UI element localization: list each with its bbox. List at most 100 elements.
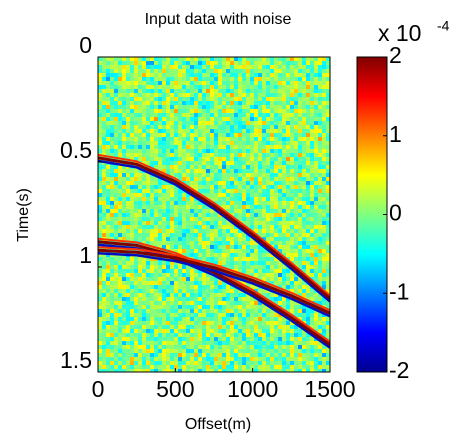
noise-cell: [110, 285, 114, 289]
noise-cell: [134, 265, 138, 269]
noise-cell: [154, 301, 158, 305]
noise-cell: [98, 261, 102, 265]
noise-cell: [182, 77, 186, 81]
noise-cell: [258, 261, 262, 265]
noise-cell: [102, 353, 106, 357]
noise-cell: [314, 365, 318, 369]
noise-cell: [106, 101, 110, 105]
noise-cell: [318, 205, 322, 209]
noise-cell: [238, 245, 242, 249]
noise-cell: [310, 97, 314, 101]
noise-cell: [326, 257, 330, 261]
noise-cell: [210, 97, 214, 101]
noise-cell: [218, 237, 222, 241]
noise-cell: [246, 237, 250, 241]
noise-cell: [98, 369, 102, 372]
noise-cell: [146, 81, 150, 85]
noise-cell: [238, 325, 242, 329]
noise-cell: [114, 57, 118, 61]
noise-cell: [314, 137, 318, 141]
noise-cell: [162, 273, 166, 277]
noise-cell: [298, 237, 302, 241]
noise-cell: [178, 269, 182, 273]
noise-cell: [206, 213, 210, 217]
noise-cell: [314, 89, 318, 93]
noise-cell: [210, 129, 214, 133]
noise-cell: [130, 301, 134, 305]
noise-cell: [142, 157, 146, 161]
noise-cell: [170, 101, 174, 105]
noise-cell: [250, 181, 254, 185]
noise-cell: [134, 93, 138, 97]
noise-cell: [254, 89, 258, 93]
noise-cell: [174, 289, 178, 293]
noise-cell: [314, 169, 318, 173]
noise-cell: [266, 193, 270, 197]
noise-cell: [226, 129, 230, 133]
noise-cell: [114, 233, 118, 237]
noise-cell: [326, 77, 330, 81]
noise-cell: [98, 117, 102, 121]
noise-cell: [210, 61, 214, 65]
noise-cell: [210, 77, 214, 81]
noise-cell: [98, 321, 102, 325]
noise-cell: [294, 109, 298, 113]
noise-cell: [266, 97, 270, 101]
noise-cell: [142, 305, 146, 309]
noise-cell: [278, 261, 282, 265]
noise-cell: [254, 205, 258, 209]
noise-cell: [102, 225, 106, 229]
noise-cell: [302, 241, 306, 245]
noise-cell: [282, 101, 286, 105]
noise-cell: [214, 333, 218, 337]
noise-cell: [170, 165, 174, 169]
noise-cell: [222, 81, 226, 85]
noise-cell: [166, 357, 170, 361]
noise-cell: [218, 313, 222, 317]
noise-cell: [322, 81, 326, 85]
noise-cell: [194, 277, 198, 281]
noise-cell: [114, 353, 118, 357]
noise-cell: [126, 189, 130, 193]
noise-cell: [310, 349, 314, 353]
noise-cell: [254, 105, 258, 109]
noise-cell: [262, 313, 266, 317]
noise-cell: [138, 309, 142, 313]
noise-cell: [146, 333, 150, 337]
noise-cell: [134, 141, 138, 145]
noise-cell: [318, 125, 322, 129]
y-tick-label: 1: [79, 242, 92, 268]
noise-cell: [186, 357, 190, 361]
noise-cell: [306, 201, 310, 205]
noise-cell: [178, 193, 182, 197]
noise-cell: [194, 293, 198, 297]
noise-cell: [218, 117, 222, 121]
noise-cell: [326, 65, 330, 69]
noise-cell: [142, 357, 146, 361]
noise-cell: [198, 85, 202, 89]
noise-cell: [170, 369, 174, 372]
noise-cell: [126, 77, 130, 81]
noise-cell: [282, 61, 286, 65]
noise-cell: [266, 341, 270, 345]
noise-cell: [326, 173, 330, 177]
noise-cell: [254, 353, 258, 357]
noise-cell: [322, 221, 326, 225]
noise-cell: [294, 73, 298, 77]
x-tick-label: 1000: [227, 376, 278, 402]
noise-cell: [186, 105, 190, 109]
noise-cell: [118, 169, 122, 173]
noise-cell: [278, 173, 282, 177]
noise-cell: [142, 353, 146, 357]
noise-cell: [230, 241, 234, 245]
noise-cell: [218, 157, 222, 161]
noise-cell: [290, 269, 294, 273]
noise-cell: [202, 281, 206, 285]
noise-cell: [258, 65, 262, 69]
noise-cell: [238, 365, 242, 369]
noise-cell: [282, 333, 286, 337]
noise-cell: [250, 345, 254, 349]
noise-cell: [166, 165, 170, 169]
noise-cell: [262, 333, 266, 337]
noise-cell: [238, 257, 242, 261]
